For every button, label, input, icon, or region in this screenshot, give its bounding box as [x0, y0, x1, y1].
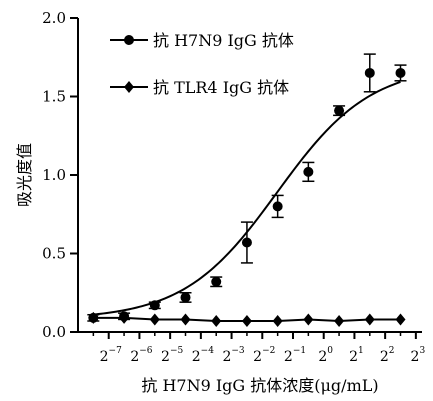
x-tick-label: 23 [411, 346, 426, 365]
data-point [272, 201, 283, 212]
x-tick-label: 2−1 [284, 346, 306, 365]
y-tick-label: 0.5 [42, 245, 66, 263]
data-point [272, 315, 283, 328]
y-axis-title: 吸光度值 [15, 143, 34, 207]
data-point [395, 313, 406, 326]
y-axis: 0.0 0.5 1.0 1.5 2.0 [42, 9, 79, 341]
data-point [180, 292, 191, 303]
x-tick-label: 2−2 [253, 346, 275, 365]
series-line [93, 81, 401, 316]
legend-item-2: 抗 TLR4 IgG 抗体 [110, 78, 289, 97]
data-point [149, 300, 160, 311]
data-point [395, 67, 406, 78]
x-tick-label: 20 [318, 346, 333, 365]
data-point [241, 315, 252, 328]
data-point [211, 276, 222, 287]
legend-marker [124, 81, 134, 93]
y-tick-label: 2.0 [42, 9, 66, 27]
x-axis: 2−7 2−6 2−5 2−4 2−3 2−2 2−1 20 21 22 23 [78, 331, 426, 365]
y-tick-label: 1.5 [42, 88, 66, 106]
series-layer [87, 53, 407, 328]
y-tick-label: 0.0 [42, 323, 66, 341]
data-point [334, 315, 345, 328]
data-point [364, 67, 375, 78]
y-tick-label: 1.0 [42, 166, 66, 184]
data-point [119, 311, 130, 324]
data-point [364, 313, 375, 326]
data-point [180, 313, 191, 326]
data-point [211, 315, 222, 328]
x-tick-label: 2−6 [130, 346, 152, 365]
legend-marker [124, 35, 134, 45]
x-tick-label: 2−3 [222, 346, 244, 365]
x-tick-label: 2−5 [161, 346, 183, 365]
data-point [303, 313, 314, 326]
data-point [149, 313, 160, 326]
series-1 [87, 53, 407, 323]
data-point [334, 105, 345, 116]
data-point [241, 237, 252, 248]
data-point [88, 311, 99, 324]
legend-item-1: 抗 H7N9 IgG 抗体 [110, 31, 294, 50]
legend-label: 抗 TLR4 IgG 抗体 [153, 78, 289, 97]
legend: 抗 H7N9 IgG 抗体抗 TLR4 IgG 抗体 [110, 31, 294, 97]
data-point [303, 166, 314, 177]
x-tick-label: 2−7 [100, 346, 122, 365]
series-2 [88, 311, 406, 328]
x-tick-label: 2−4 [192, 346, 214, 365]
x-tick-label: 22 [380, 346, 395, 365]
x-axis-title: 抗 H7N9 IgG 抗体浓度(μg/mL) [141, 376, 378, 395]
x-tick-label: 21 [349, 346, 364, 365]
legend-label: 抗 H7N9 IgG 抗体 [153, 31, 294, 50]
